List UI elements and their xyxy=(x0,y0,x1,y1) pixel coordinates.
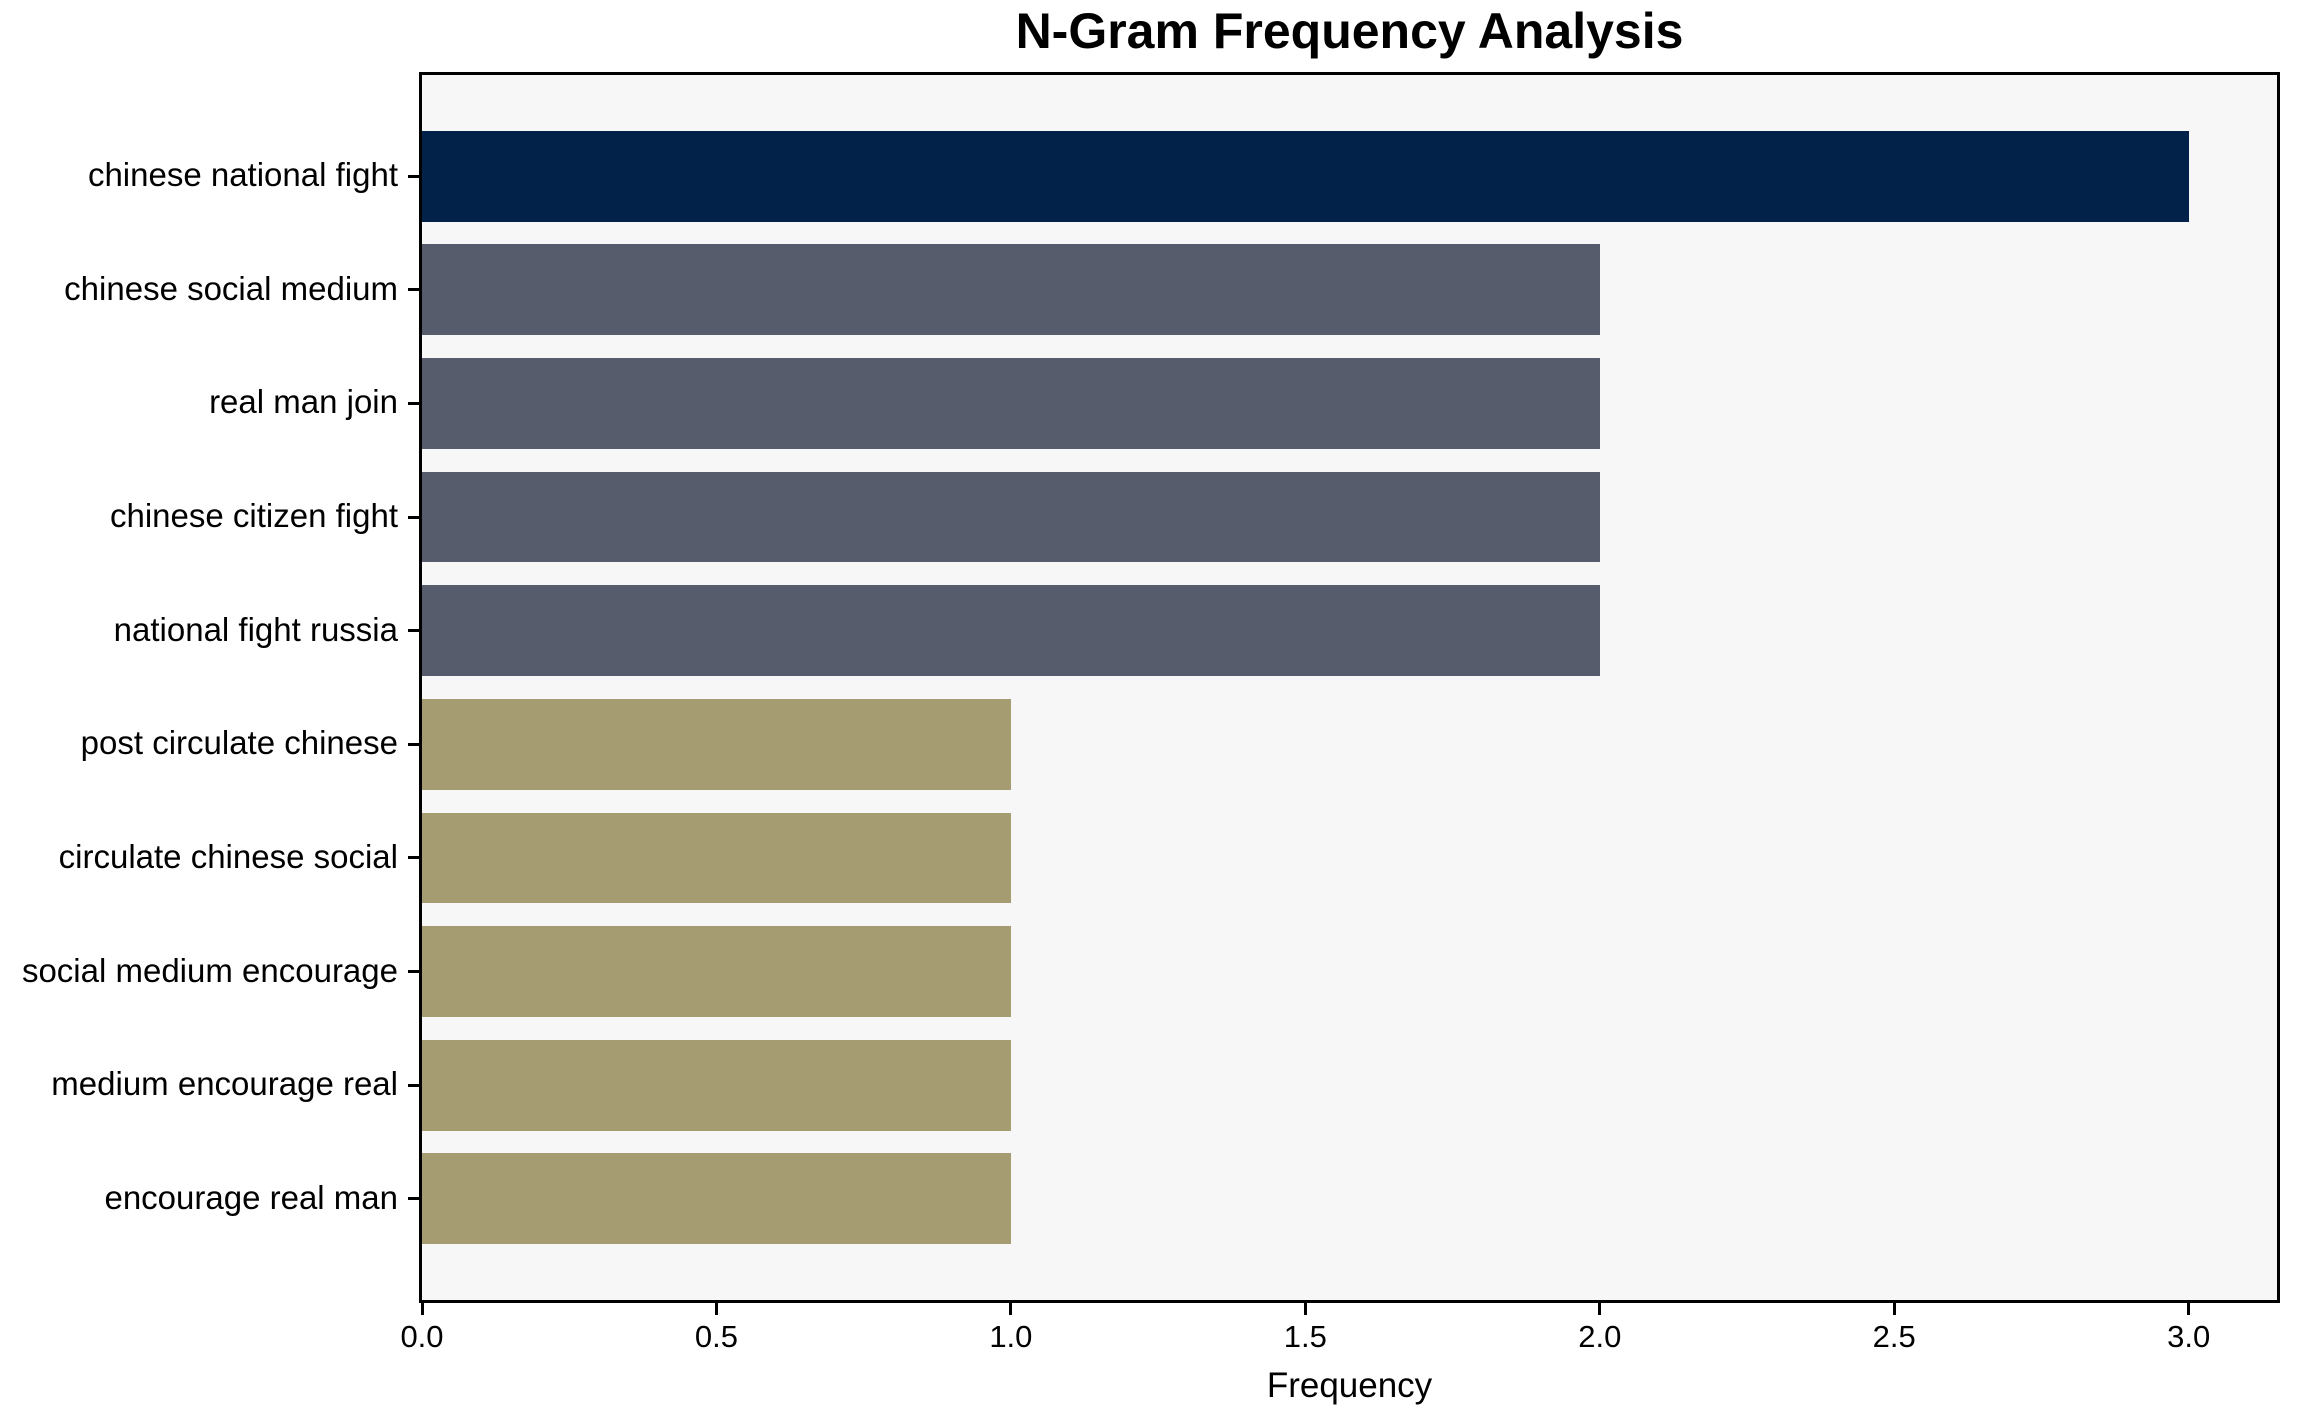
y-tick-mark xyxy=(408,629,419,633)
y-tick-mark xyxy=(408,970,419,974)
bar xyxy=(422,1039,1011,1131)
y-tick-label: chinese citizen fight xyxy=(110,497,398,535)
y-tick-label: chinese national fight xyxy=(87,156,398,194)
y-tick-label: social medium encourage xyxy=(21,951,398,989)
x-tick-label: 2.0 xyxy=(1578,1319,1622,1354)
x-tick-label: 3.0 xyxy=(2167,1319,2211,1354)
y-tick-label: encourage real man xyxy=(104,1179,398,1217)
bar xyxy=(422,926,1011,1018)
y-tick-label: medium encourage real xyxy=(51,1065,398,1103)
y-tick-mark xyxy=(408,1197,419,1201)
bar xyxy=(422,1153,1011,1245)
plot-area xyxy=(419,72,2280,1303)
x-tick-label: 1.5 xyxy=(1283,1319,1327,1354)
y-tick-label: national fight russia xyxy=(113,610,398,648)
y-tick-mark xyxy=(408,515,419,519)
y-tick-label: chinese social medium xyxy=(64,270,398,308)
x-axis-title: Frequency xyxy=(1266,1366,1433,1405)
y-tick-mark xyxy=(408,401,419,405)
bar xyxy=(422,812,1011,904)
x-tick-mark xyxy=(1892,1303,1896,1315)
y-tick-label: real man join xyxy=(209,383,398,421)
bar xyxy=(422,471,1600,563)
bar xyxy=(422,585,1600,677)
x-tick-mark xyxy=(1598,1303,1602,1315)
x-tick-mark xyxy=(420,1303,424,1315)
x-tick-label: 0.0 xyxy=(400,1319,444,1354)
x-tick-label: 0.5 xyxy=(694,1319,738,1354)
y-tick-label: post circulate chinese xyxy=(80,724,398,762)
y-tick-mark xyxy=(408,856,419,860)
chart-title: N-Gram Frequency Analysis xyxy=(1015,3,1684,59)
y-tick-label: circulate chinese social xyxy=(58,838,398,876)
x-tick-mark xyxy=(1303,1303,1307,1315)
y-tick-mark xyxy=(408,1083,419,1087)
bar xyxy=(422,130,2189,222)
x-tick-mark xyxy=(714,1303,718,1315)
x-tick-mark xyxy=(2187,1303,2191,1315)
bar xyxy=(422,244,1600,336)
x-tick-mark xyxy=(1009,1303,1013,1315)
x-tick-label: 1.0 xyxy=(989,1319,1033,1354)
y-tick-mark xyxy=(408,288,419,292)
y-tick-mark xyxy=(408,742,419,746)
bar xyxy=(422,698,1011,790)
bar xyxy=(422,357,1600,449)
y-tick-mark xyxy=(408,174,419,178)
x-tick-label: 2.5 xyxy=(1872,1319,1916,1354)
